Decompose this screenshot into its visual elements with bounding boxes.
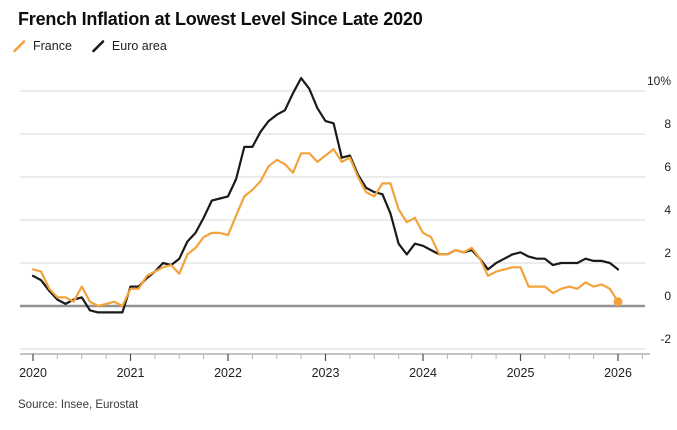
euro-area-slash-marker-icon [92, 39, 105, 52]
legend-item-france: France [13, 39, 72, 53]
y-tick-label-2: 2 [664, 246, 671, 260]
france-line [31, 148, 620, 308]
y-tick-label-0: 0 [664, 289, 671, 303]
y-tick-label-4: 4 [664, 203, 671, 217]
legend-label-france: France [33, 39, 72, 53]
france-slash-marker-icon [13, 39, 26, 52]
y-tick-label-6: 6 [664, 160, 671, 174]
chart-legend: France Euro area [13, 39, 167, 53]
x-tick-label-2026: 2026 [604, 366, 632, 380]
x-tick-label-2024: 2024 [409, 366, 437, 380]
source-note: Source: Insee, Eurostat [18, 399, 139, 411]
x-tick-label-2025: 2025 [507, 366, 535, 380]
x-tick-label-2021: 2021 [117, 366, 145, 380]
x-tick-label-2020: 2020 [19, 366, 47, 380]
euro-area-line [31, 76, 620, 314]
legend-item-euro-area: Euro area [92, 39, 167, 53]
france-endpoint-dot [613, 297, 623, 307]
y-tick-label-10pct: 10% [647, 74, 671, 88]
y-tick-label-8: 8 [664, 117, 671, 131]
x-tick-label-2022: 2022 [214, 366, 242, 380]
x-tick-label-2023: 2023 [312, 366, 340, 380]
chart-title: French Inflation at Lowest Level Since L… [18, 9, 423, 29]
y-tick-label--2: -2 [660, 332, 671, 346]
legend-label-euro-area: Euro area [111, 39, 167, 53]
